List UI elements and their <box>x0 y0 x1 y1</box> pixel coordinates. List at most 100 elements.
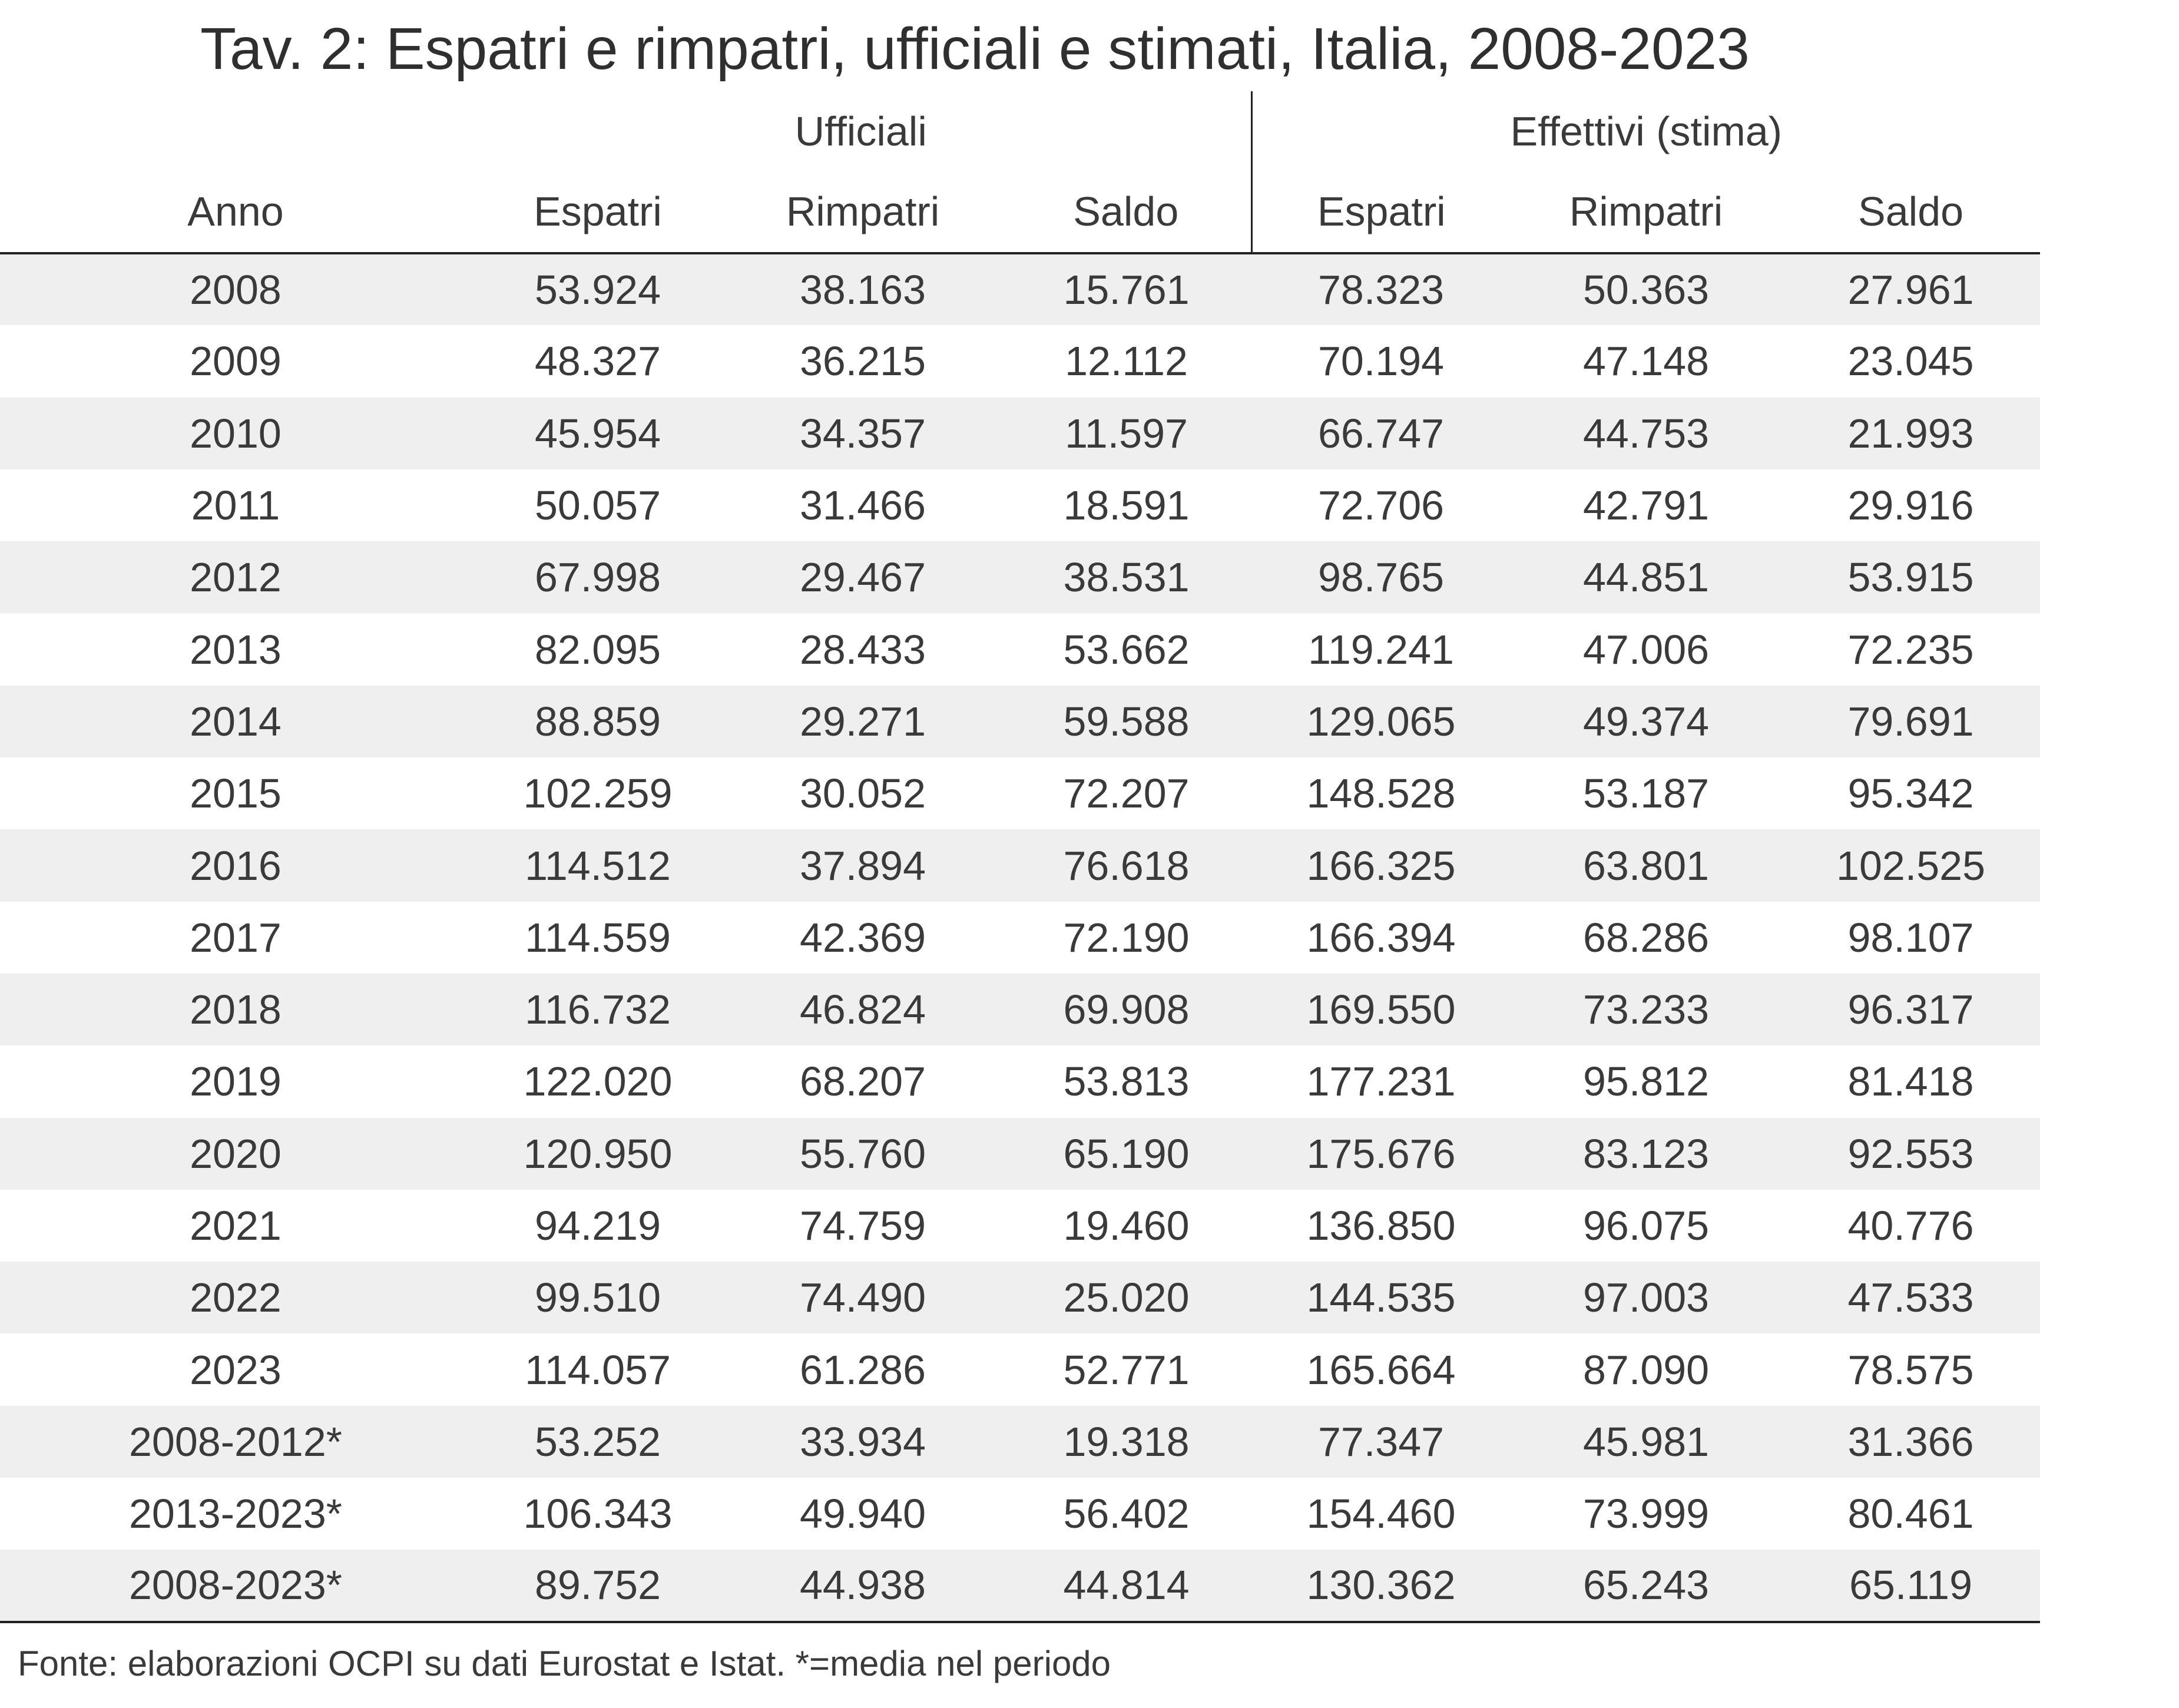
cell-saldo-ufficiali: 72.190 <box>1001 901 1252 974</box>
cell-saldo-ufficiali: 53.662 <box>1001 613 1252 686</box>
cell-saldo-effettivi: 95.342 <box>1781 757 2041 830</box>
cell-espatri-ufficiali: 94.219 <box>471 1189 724 1262</box>
cell-rimpatri-effettivi: 49.374 <box>1511 685 1782 758</box>
cell-saldo-ufficiali: 59.588 <box>1001 685 1252 758</box>
cell-saldo-effettivi: 102.525 <box>1781 829 2041 902</box>
cell-saldo-effettivi: 96.317 <box>1781 973 2041 1046</box>
cell-saldo-ufficiali: 18.591 <box>1001 469 1252 542</box>
cell-saldo-ufficiali: 25.020 <box>1001 1262 1252 1334</box>
cell-saldo-ufficiali: 19.318 <box>1001 1405 1252 1478</box>
cell-anno: 2023 <box>0 1333 471 1406</box>
cell-rimpatri-effettivi: 50.363 <box>1511 253 1782 326</box>
group-header-effettivi: Effettivi (stima) <box>1510 108 1783 154</box>
cell-espatri-ufficiali: 122.020 <box>471 1045 724 1118</box>
cell-anno: 2016 <box>0 829 471 902</box>
cell-saldo-ufficiali: 52.771 <box>1001 1333 1252 1406</box>
cell-espatri-effettivi: 166.325 <box>1251 829 1511 902</box>
source-note: Fonte: elaborazioni OCPI su dati Eurosta… <box>18 1644 1111 1683</box>
cell-saldo-effettivi: 31.366 <box>1781 1405 2041 1478</box>
cell-espatri-effettivi: 175.676 <box>1251 1117 1511 1190</box>
cell-rimpatri-effettivi: 63.801 <box>1511 829 1782 902</box>
cell-saldo-ufficiali: 76.618 <box>1001 829 1252 902</box>
cell-espatri-effettivi: 98.765 <box>1251 541 1511 614</box>
column-header-espatri-effettivi: Espatri <box>1251 171 1511 254</box>
column-header-anno: Anno <box>0 171 471 254</box>
cell-anno: 2011 <box>0 469 471 542</box>
cell-rimpatri-effettivi: 53.187 <box>1511 757 1782 830</box>
group-header-empty <box>0 91 471 171</box>
table-row: 2009 48.327 36.215 12.112 70.194 47.148 23.045 <box>0 325 2041 398</box>
cell-espatri-ufficiali: 120.950 <box>471 1117 724 1190</box>
cell-saldo-effettivi: 65.119 <box>1781 1550 2041 1623</box>
cell-rimpatri-ufficiali: 36.215 <box>724 325 1001 398</box>
cell-espatri-effettivi: 166.394 <box>1251 901 1511 974</box>
table-row: 2013-2023* 106.343 49.940 56.402 154.460 73.9… <box>0 1478 2041 1550</box>
cell-espatri-effettivi: 129.065 <box>1251 685 1511 758</box>
table-row: 2020 120.950 55.760 65.190 175.676 83.123 92.5… <box>0 1117 2041 1190</box>
cell-rimpatri-effettivi: 68.286 <box>1511 901 1782 974</box>
cell-rimpatri-ufficiali: 30.052 <box>724 757 1001 830</box>
cell-anno: 2013 <box>0 613 471 686</box>
cell-rimpatri-ufficiali: 46.824 <box>724 973 1001 1046</box>
column-header-saldo-effettivi: Saldo <box>1781 171 2041 254</box>
cell-espatri-effettivi: 136.850 <box>1251 1189 1511 1262</box>
cell-espatri-ufficiali: 106.343 <box>471 1478 724 1550</box>
cell-saldo-effettivi: 78.575 <box>1781 1333 2041 1406</box>
cell-saldo-effettivi: 53.915 <box>1781 541 2041 614</box>
cell-rimpatri-effettivi: 87.090 <box>1511 1333 1782 1406</box>
cell-anno: 2014 <box>0 685 471 758</box>
cell-espatri-ufficiali: 88.859 <box>471 685 724 758</box>
table-body: 2008 53.924 38.163 15.761 78.323 50.363 27.961… <box>0 253 2041 1623</box>
cell-saldo-ufficiali: 56.402 <box>1001 1478 1252 1550</box>
cell-espatri-effettivi: 66.747 <box>1251 397 1511 469</box>
cell-rimpatri-effettivi: 44.753 <box>1511 397 1782 469</box>
cell-anno: 2021 <box>0 1189 471 1262</box>
cell-saldo-effettivi: 40.776 <box>1781 1189 2041 1262</box>
cell-saldo-effettivi: 23.045 <box>1781 325 2041 398</box>
cell-anno: 2019 <box>0 1045 471 1118</box>
cell-saldo-effettivi: 98.107 <box>1781 901 2041 974</box>
cell-rimpatri-effettivi: 45.981 <box>1511 1405 1782 1478</box>
table-row: 2011 50.057 31.466 18.591 72.706 42.791 29.916 <box>0 469 2041 542</box>
cell-rimpatri-ufficiali: 38.163 <box>724 253 1001 326</box>
cell-saldo-effettivi: 72.235 <box>1781 613 2041 686</box>
cell-rimpatri-effettivi: 47.148 <box>1511 325 1782 398</box>
cell-espatri-ufficiali: 50.057 <box>471 469 724 542</box>
cell-rimpatri-ufficiali: 37.894 <box>724 829 1001 902</box>
cell-espatri-ufficiali: 45.954 <box>471 397 724 469</box>
cell-rimpatri-effettivi: 97.003 <box>1511 1262 1782 1334</box>
cell-anno: 2022 <box>0 1262 471 1334</box>
cell-rimpatri-ufficiali: 31.466 <box>724 469 1001 542</box>
cell-rimpatri-effettivi: 83.123 <box>1511 1117 1782 1190</box>
table-row: 2021 94.219 74.759 19.460 136.850 96.075 40.77… <box>0 1189 2041 1262</box>
cell-rimpatri-ufficiali: 33.934 <box>724 1405 1001 1478</box>
cell-saldo-effettivi: 79.691 <box>1781 685 2041 758</box>
table-row: 2019 122.020 68.207 53.813 177.231 95.812 81.4… <box>0 1045 2041 1118</box>
cell-espatri-ufficiali: 116.732 <box>471 973 724 1046</box>
cell-espatri-effettivi: 148.528 <box>1251 757 1511 830</box>
cell-espatri-ufficiali: 114.559 <box>471 901 724 974</box>
cell-saldo-ufficiali: 72.207 <box>1001 757 1252 830</box>
cell-rimpatri-effettivi: 44.851 <box>1511 541 1782 614</box>
cell-rimpatri-ufficiali: 28.433 <box>724 613 1001 686</box>
cell-anno: 2020 <box>0 1117 471 1190</box>
cell-anno: 2018 <box>0 973 471 1046</box>
cell-espatri-effettivi: 165.664 <box>1251 1333 1511 1406</box>
cell-anno: 2008-2012* <box>0 1405 471 1478</box>
table-row: 2014 88.859 29.271 59.588 129.065 49.374 79.69… <box>0 685 2041 758</box>
cell-espatri-effettivi: 169.550 <box>1251 973 1511 1046</box>
cell-rimpatri-ufficiali: 74.490 <box>724 1262 1001 1334</box>
cell-rimpatri-ufficiali: 29.271 <box>724 685 1001 758</box>
cell-saldo-ufficiali: 15.761 <box>1001 253 1252 326</box>
table-row: 2017 114.559 42.369 72.190 166.394 68.286 98.1… <box>0 901 2041 974</box>
cell-rimpatri-effettivi: 73.233 <box>1511 973 1782 1046</box>
cell-saldo-ufficiali: 44.814 <box>1001 1550 1252 1623</box>
cell-espatri-effettivi: 78.323 <box>1251 253 1511 326</box>
table-row: 2018 116.732 46.824 69.908 169.550 73.233 96.3… <box>0 973 2041 1046</box>
group-header-ufficiali: Ufficiali <box>471 91 1253 171</box>
cell-rimpatri-ufficiali: 29.467 <box>724 541 1001 614</box>
cell-saldo-effettivi: 81.418 <box>1781 1045 2041 1118</box>
cell-espatri-ufficiali: 82.095 <box>471 613 724 686</box>
cell-espatri-effettivi: 119.241 <box>1251 613 1511 686</box>
cell-anno: 2010 <box>0 397 471 469</box>
